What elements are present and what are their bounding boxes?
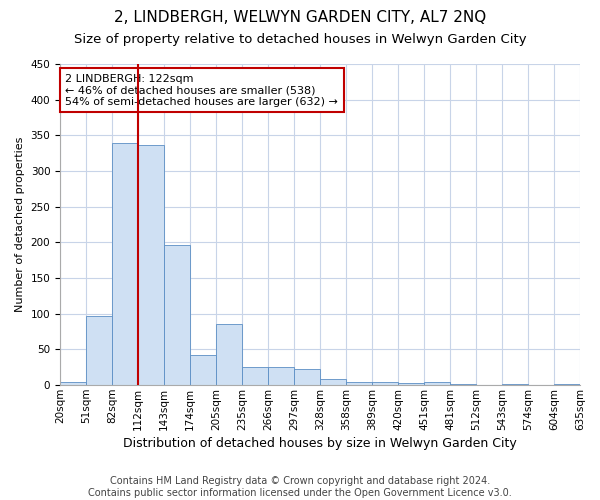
Bar [320, 378, 346, 385]
X-axis label: Distribution of detached houses by size in Welwyn Garden City: Distribution of detached houses by size … [123, 437, 517, 450]
Bar [268, 368, 294, 385]
Bar [86, 316, 112, 385]
Bar [346, 382, 372, 385]
Bar [216, 324, 242, 385]
Bar [242, 366, 268, 385]
Bar [450, 384, 476, 385]
Bar [554, 384, 580, 385]
Text: Contains HM Land Registry data © Crown copyright and database right 2024.
Contai: Contains HM Land Registry data © Crown c… [88, 476, 512, 498]
Bar [164, 244, 190, 385]
Bar [112, 142, 138, 385]
Bar [294, 370, 320, 385]
Text: Size of property relative to detached houses in Welwyn Garden City: Size of property relative to detached ho… [74, 32, 526, 46]
Bar [372, 382, 398, 385]
Y-axis label: Number of detached properties: Number of detached properties [15, 137, 25, 312]
Bar [138, 146, 164, 385]
Text: 2 LINDBERGH: 122sqm
← 46% of detached houses are smaller (538)
54% of semi-detac: 2 LINDBERGH: 122sqm ← 46% of detached ho… [65, 74, 338, 107]
Text: 2, LINDBERGH, WELWYN GARDEN CITY, AL7 2NQ: 2, LINDBERGH, WELWYN GARDEN CITY, AL7 2N… [114, 10, 486, 25]
Bar [398, 383, 424, 385]
Bar [424, 382, 450, 385]
Bar [60, 382, 86, 385]
Bar [190, 355, 216, 385]
Bar [502, 384, 528, 385]
